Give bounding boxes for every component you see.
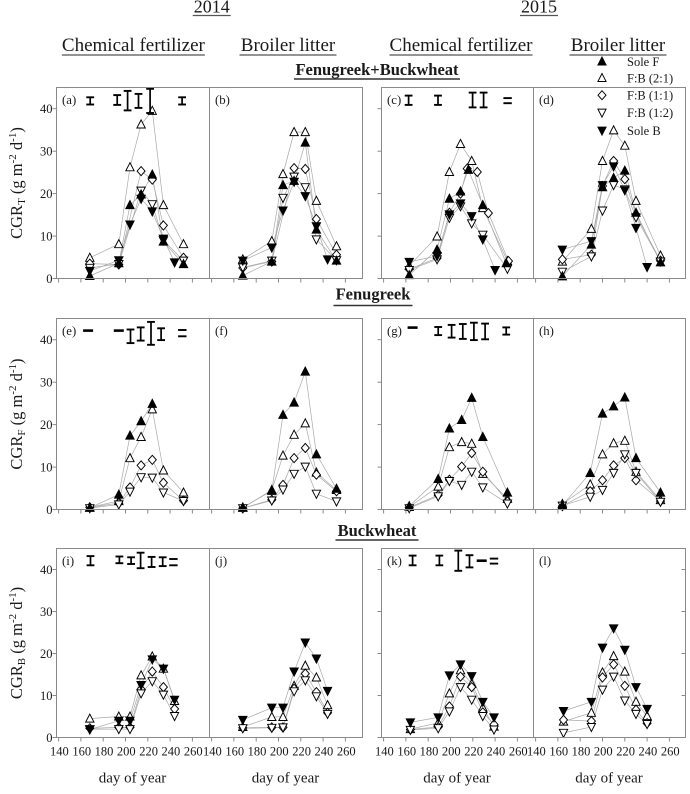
svg-text:0: 0 xyxy=(46,272,52,286)
svg-text:40: 40 xyxy=(40,102,53,116)
svg-text:2015: 2015 xyxy=(521,0,557,17)
svg-text:day of year: day of year xyxy=(423,771,490,787)
svg-text:220: 220 xyxy=(464,745,483,759)
svg-text:240: 240 xyxy=(487,745,506,759)
svg-text:160: 160 xyxy=(397,745,416,759)
svg-text:F:B (1:1): F:B (1:1) xyxy=(627,89,673,103)
svg-text:260: 260 xyxy=(337,745,356,759)
svg-text:(k): (k) xyxy=(387,554,402,568)
svg-text:(j): (j) xyxy=(215,554,227,568)
svg-text:(f): (f) xyxy=(215,324,228,338)
svg-text:(d): (d) xyxy=(539,93,554,107)
svg-text:20: 20 xyxy=(40,647,53,661)
svg-text:day of year: day of year xyxy=(252,771,319,787)
svg-text:CGRT (g m-2 d-1): CGRT (g m-2 d-1) xyxy=(7,127,28,239)
svg-text:F:B (1:2): F:B (1:2) xyxy=(627,106,673,120)
svg-text:Buckwheat: Buckwheat xyxy=(338,521,417,540)
svg-text:220: 220 xyxy=(292,745,311,759)
svg-text:(a): (a) xyxy=(62,93,76,107)
svg-text:Fenugreek: Fenugreek xyxy=(336,285,412,304)
svg-text:180: 180 xyxy=(420,745,439,759)
svg-text:20: 20 xyxy=(40,418,53,432)
svg-text:140: 140 xyxy=(527,745,546,759)
svg-text:240: 240 xyxy=(315,745,334,759)
svg-text:(h): (h) xyxy=(539,324,554,338)
svg-text:140: 140 xyxy=(50,745,69,759)
svg-text:160: 160 xyxy=(72,745,91,759)
svg-text:10: 10 xyxy=(40,229,53,243)
svg-text:30: 30 xyxy=(40,605,53,619)
svg-text:160: 160 xyxy=(549,745,568,759)
svg-text:Broiler litter: Broiler litter xyxy=(241,35,336,56)
svg-text:(e): (e) xyxy=(62,324,76,338)
svg-text:Sole F: Sole F xyxy=(627,55,659,69)
svg-text:30: 30 xyxy=(40,145,53,159)
svg-text:(b): (b) xyxy=(215,93,230,107)
svg-text:CGRB (g m-2 d-1): CGRB (g m-2 d-1) xyxy=(7,587,28,699)
svg-text:220: 220 xyxy=(616,745,635,759)
svg-text:140: 140 xyxy=(375,745,394,759)
svg-text:Fenugreek+Buckwheat: Fenugreek+Buckwheat xyxy=(295,60,459,79)
svg-text:2014: 2014 xyxy=(194,0,230,17)
svg-text:200: 200 xyxy=(594,745,613,759)
svg-text:180: 180 xyxy=(248,745,267,759)
svg-text:20: 20 xyxy=(40,187,53,201)
svg-text:160: 160 xyxy=(225,745,244,759)
svg-text:220: 220 xyxy=(139,745,158,759)
svg-text:(i): (i) xyxy=(62,554,74,568)
svg-text:30: 30 xyxy=(40,376,53,390)
svg-text:40: 40 xyxy=(40,333,53,347)
svg-text:260: 260 xyxy=(184,745,203,759)
svg-text:200: 200 xyxy=(270,745,289,759)
svg-text:260: 260 xyxy=(509,745,528,759)
svg-text:200: 200 xyxy=(117,745,136,759)
svg-text:F:B (2:1): F:B (2:1) xyxy=(627,72,673,86)
svg-text:(l): (l) xyxy=(539,554,551,568)
svg-text:10: 10 xyxy=(40,460,53,474)
svg-text:(g): (g) xyxy=(387,324,402,338)
svg-text:180: 180 xyxy=(95,745,114,759)
svg-text:240: 240 xyxy=(639,745,658,759)
svg-text:day of year: day of year xyxy=(575,771,642,787)
svg-text:(c): (c) xyxy=(387,93,401,107)
svg-text:Chemical fertilizer: Chemical fertilizer xyxy=(62,35,206,56)
svg-text:180: 180 xyxy=(572,745,591,759)
svg-text:Chemical fertilizer: Chemical fertilizer xyxy=(390,35,534,56)
svg-text:200: 200 xyxy=(442,745,461,759)
svg-text:CGRF (g m-2 d-1): CGRF (g m-2 d-1) xyxy=(7,358,28,469)
svg-text:day of year: day of year xyxy=(99,771,166,787)
svg-text:0: 0 xyxy=(46,731,52,745)
svg-text:0: 0 xyxy=(46,503,52,517)
svg-text:Broiler litter: Broiler litter xyxy=(571,35,666,56)
svg-text:240: 240 xyxy=(162,745,181,759)
svg-text:Sole B: Sole B xyxy=(627,124,661,138)
svg-text:10: 10 xyxy=(40,689,53,703)
svg-text:140: 140 xyxy=(203,745,222,759)
svg-text:260: 260 xyxy=(661,745,680,759)
svg-text:40: 40 xyxy=(40,563,53,577)
